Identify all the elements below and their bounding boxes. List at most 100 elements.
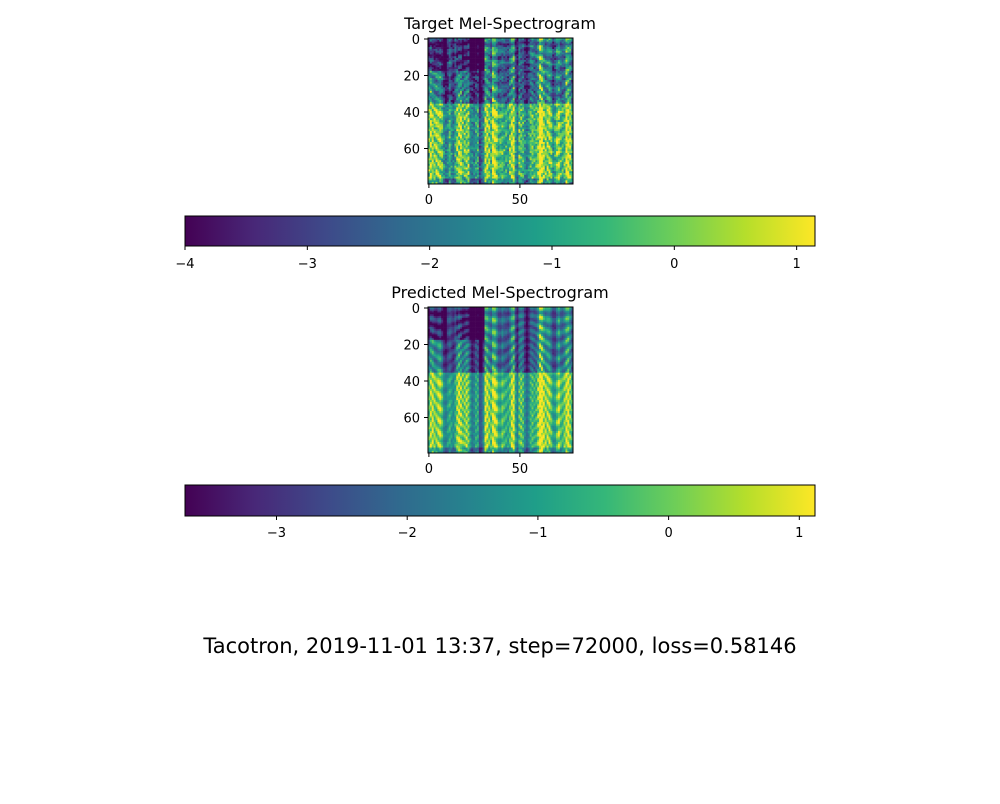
spectrogram-cell bbox=[471, 90, 474, 94]
spectrogram-cell bbox=[516, 81, 519, 84]
spectrogram-cell bbox=[510, 125, 514, 128]
spectrogram-cell bbox=[542, 65, 546, 68]
spectrogram-cell bbox=[563, 45, 566, 48]
spectrogram-cell bbox=[431, 125, 434, 128]
spectrogram-cell bbox=[444, 94, 448, 97]
spectrogram-cell bbox=[439, 90, 442, 94]
spectrogram-cell bbox=[475, 61, 478, 64]
spectrogram-cell bbox=[433, 63, 436, 66]
spectrogram-cell bbox=[433, 131, 436, 134]
spectrogram-cell bbox=[552, 114, 555, 117]
spectrogram-cell bbox=[520, 103, 523, 106]
spectrogram-cell bbox=[531, 109, 534, 112]
spectrogram-cell bbox=[476, 94, 480, 97]
spectrogram-cell bbox=[503, 143, 506, 146]
spectrogram-cell bbox=[556, 54, 559, 57]
spectrogram-cell bbox=[533, 67, 536, 70]
spectrogram-cell bbox=[567, 143, 570, 146]
spectrogram-cell bbox=[505, 41, 508, 44]
spectrogram-cell bbox=[531, 85, 534, 88]
spectrogram-cell bbox=[546, 116, 549, 119]
spectrogram-cell bbox=[484, 123, 487, 126]
spectrogram-cell bbox=[539, 87, 542, 90]
spectrogram-cell bbox=[435, 105, 438, 108]
spectrogram-cell bbox=[520, 59, 523, 63]
spectrogram-cell bbox=[507, 90, 510, 94]
spectrogram-cell bbox=[505, 140, 508, 143]
spectrogram-cell bbox=[533, 100, 536, 103]
spectrogram-cell bbox=[531, 98, 534, 101]
spectrogram-cell bbox=[448, 52, 451, 55]
spectrogram-cell bbox=[473, 151, 476, 154]
spectrogram-cell bbox=[433, 76, 436, 79]
spectrogram-cell bbox=[522, 127, 525, 130]
spectrogram-cell bbox=[539, 63, 542, 66]
spectrogram-cell bbox=[501, 58, 504, 61]
spectrogram-cell bbox=[544, 118, 547, 121]
spectrogram-cell bbox=[540, 105, 544, 108]
spectrogram-cell bbox=[454, 58, 457, 61]
spectrogram-cell bbox=[535, 90, 538, 94]
spectrogram-cell bbox=[497, 74, 500, 77]
spectrogram-cell bbox=[493, 131, 497, 134]
spectrogram-cell bbox=[569, 74, 572, 77]
spectrogram-cell bbox=[454, 69, 457, 72]
spectrogram-cell bbox=[501, 120, 504, 123]
spectrogram-cell bbox=[431, 45, 434, 48]
spectrogram-cell bbox=[478, 151, 482, 154]
spectrogram-cell bbox=[448, 54, 451, 57]
spectrogram-cell bbox=[537, 152, 540, 156]
spectrogram-cell bbox=[552, 134, 555, 137]
spectrogram-cell bbox=[458, 103, 461, 106]
spectrogram-cell bbox=[495, 41, 498, 44]
spectrogram-cell bbox=[463, 134, 466, 137]
spectrogram-cell bbox=[476, 54, 480, 57]
spectrogram-cell bbox=[557, 43, 561, 46]
spectrogram-cell bbox=[567, 63, 570, 66]
spectrogram-cell bbox=[486, 74, 489, 77]
spectrogram-cell bbox=[559, 120, 562, 123]
spectrogram-cell bbox=[478, 85, 482, 88]
spectrogram-cell bbox=[501, 100, 504, 103]
spectrogram-cell bbox=[569, 120, 572, 123]
spectrogram-cell bbox=[527, 39, 530, 42]
spectrogram-cell bbox=[518, 52, 521, 55]
spectrogram-cell bbox=[480, 87, 483, 90]
spectrogram-cell bbox=[450, 112, 453, 115]
spectrogram-cell bbox=[499, 47, 502, 50]
spectrogram-cell bbox=[552, 43, 555, 46]
spectrogram-cell bbox=[431, 154, 434, 157]
spectrogram-cell bbox=[559, 72, 562, 75]
spectrogram-cell bbox=[431, 140, 434, 143]
spectrogram-cell bbox=[458, 152, 461, 156]
spectrogram-cell bbox=[452, 120, 455, 123]
spectrogram-cell bbox=[561, 103, 564, 106]
spectrogram-cell bbox=[471, 132, 474, 136]
spectrogram-cell bbox=[429, 140, 433, 143]
spectrogram-cell bbox=[437, 112, 440, 115]
spectrogram-cell bbox=[508, 76, 512, 79]
spectrogram-cell bbox=[448, 74, 451, 77]
spectrogram-cell bbox=[544, 123, 547, 126]
spectrogram-cell bbox=[439, 52, 442, 55]
spectrogram-cell bbox=[495, 70, 498, 73]
spectrogram-cell bbox=[437, 63, 440, 66]
spectrogram-cell bbox=[561, 52, 564, 55]
spectrogram-cell bbox=[542, 109, 546, 112]
spectrogram-cell bbox=[524, 69, 527, 72]
spectrogram-cell bbox=[544, 109, 547, 112]
spectrogram-cell bbox=[550, 67, 553, 70]
spectrogram-cell bbox=[480, 47, 483, 50]
spectrogram-cell bbox=[486, 100, 489, 103]
spectrogram-cell bbox=[539, 100, 542, 103]
spectrogram-cell bbox=[542, 48, 546, 52]
spectrogram-cell bbox=[490, 98, 493, 101]
spectrogram-cell bbox=[527, 118, 530, 121]
spectrogram-cell bbox=[478, 79, 482, 83]
spectrogram-cell bbox=[503, 109, 506, 112]
spectrogram-cell bbox=[439, 65, 442, 68]
spectrogram-cell bbox=[508, 112, 512, 115]
spectrogram-cell bbox=[561, 72, 564, 75]
spectrogram-cell bbox=[441, 103, 444, 106]
